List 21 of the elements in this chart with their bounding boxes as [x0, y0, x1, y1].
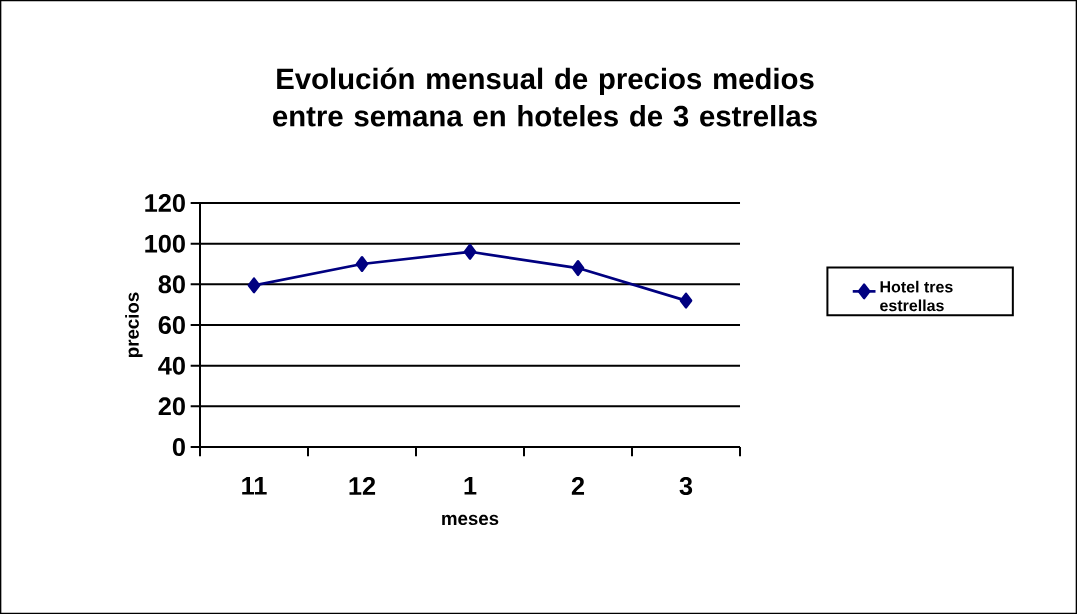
y-tick-label: 120	[145, 194, 185, 212]
point	[355, 256, 369, 273]
chart-title: Evolución mensual de precios medios entre semana en hoteles de 3 estrellas	[273, 67, 817, 127]
x-tick-label: 12	[349, 477, 376, 495]
y-tick-label: 20	[158, 397, 185, 416]
y-tick-label: 100	[145, 234, 185, 253]
legend-label: Hotel tres estrellas	[880, 280, 953, 312]
point	[463, 243, 477, 260]
x-tick-label: 11	[242, 477, 267, 495]
y-tick-label: 40	[158, 356, 185, 375]
x-tick-label: 2	[571, 477, 585, 495]
point	[571, 260, 585, 277]
point	[247, 277, 261, 294]
y-axis-title: precios	[125, 292, 143, 357]
y-tick-label: 80	[158, 275, 185, 294]
y-tick-label: 60	[158, 316, 185, 334]
x-tick-label: 1	[464, 477, 477, 495]
point	[679, 292, 693, 309]
y-tick-label: 0	[172, 438, 185, 456]
x-axis-title: meses	[442, 514, 499, 526]
x-tick-label: 3	[679, 477, 693, 496]
